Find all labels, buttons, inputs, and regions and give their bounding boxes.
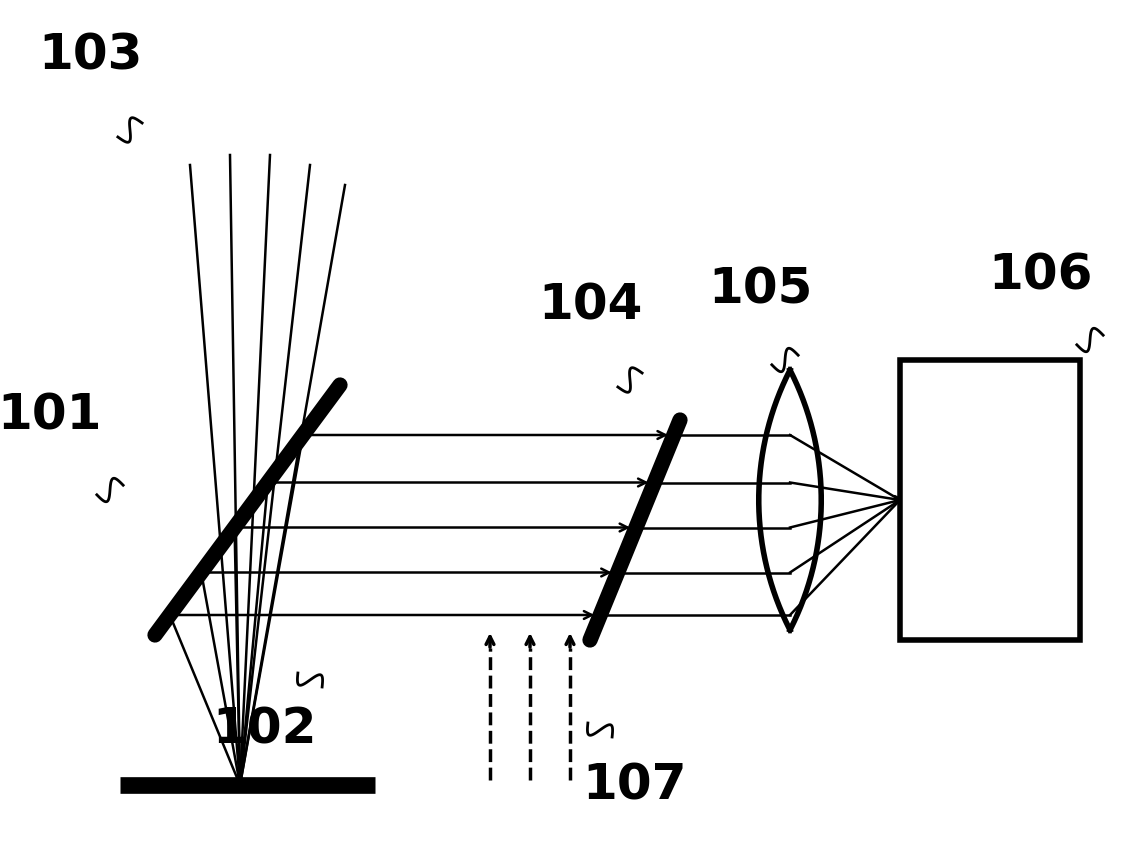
Bar bbox=[900, 360, 1080, 640]
Text: 104: 104 bbox=[538, 281, 642, 329]
Text: 102: 102 bbox=[212, 706, 318, 754]
Text: 106: 106 bbox=[988, 251, 1092, 299]
Text: 105: 105 bbox=[708, 266, 812, 314]
Text: 103: 103 bbox=[38, 31, 142, 79]
Text: 101: 101 bbox=[0, 391, 102, 439]
Text: 107: 107 bbox=[583, 761, 687, 809]
